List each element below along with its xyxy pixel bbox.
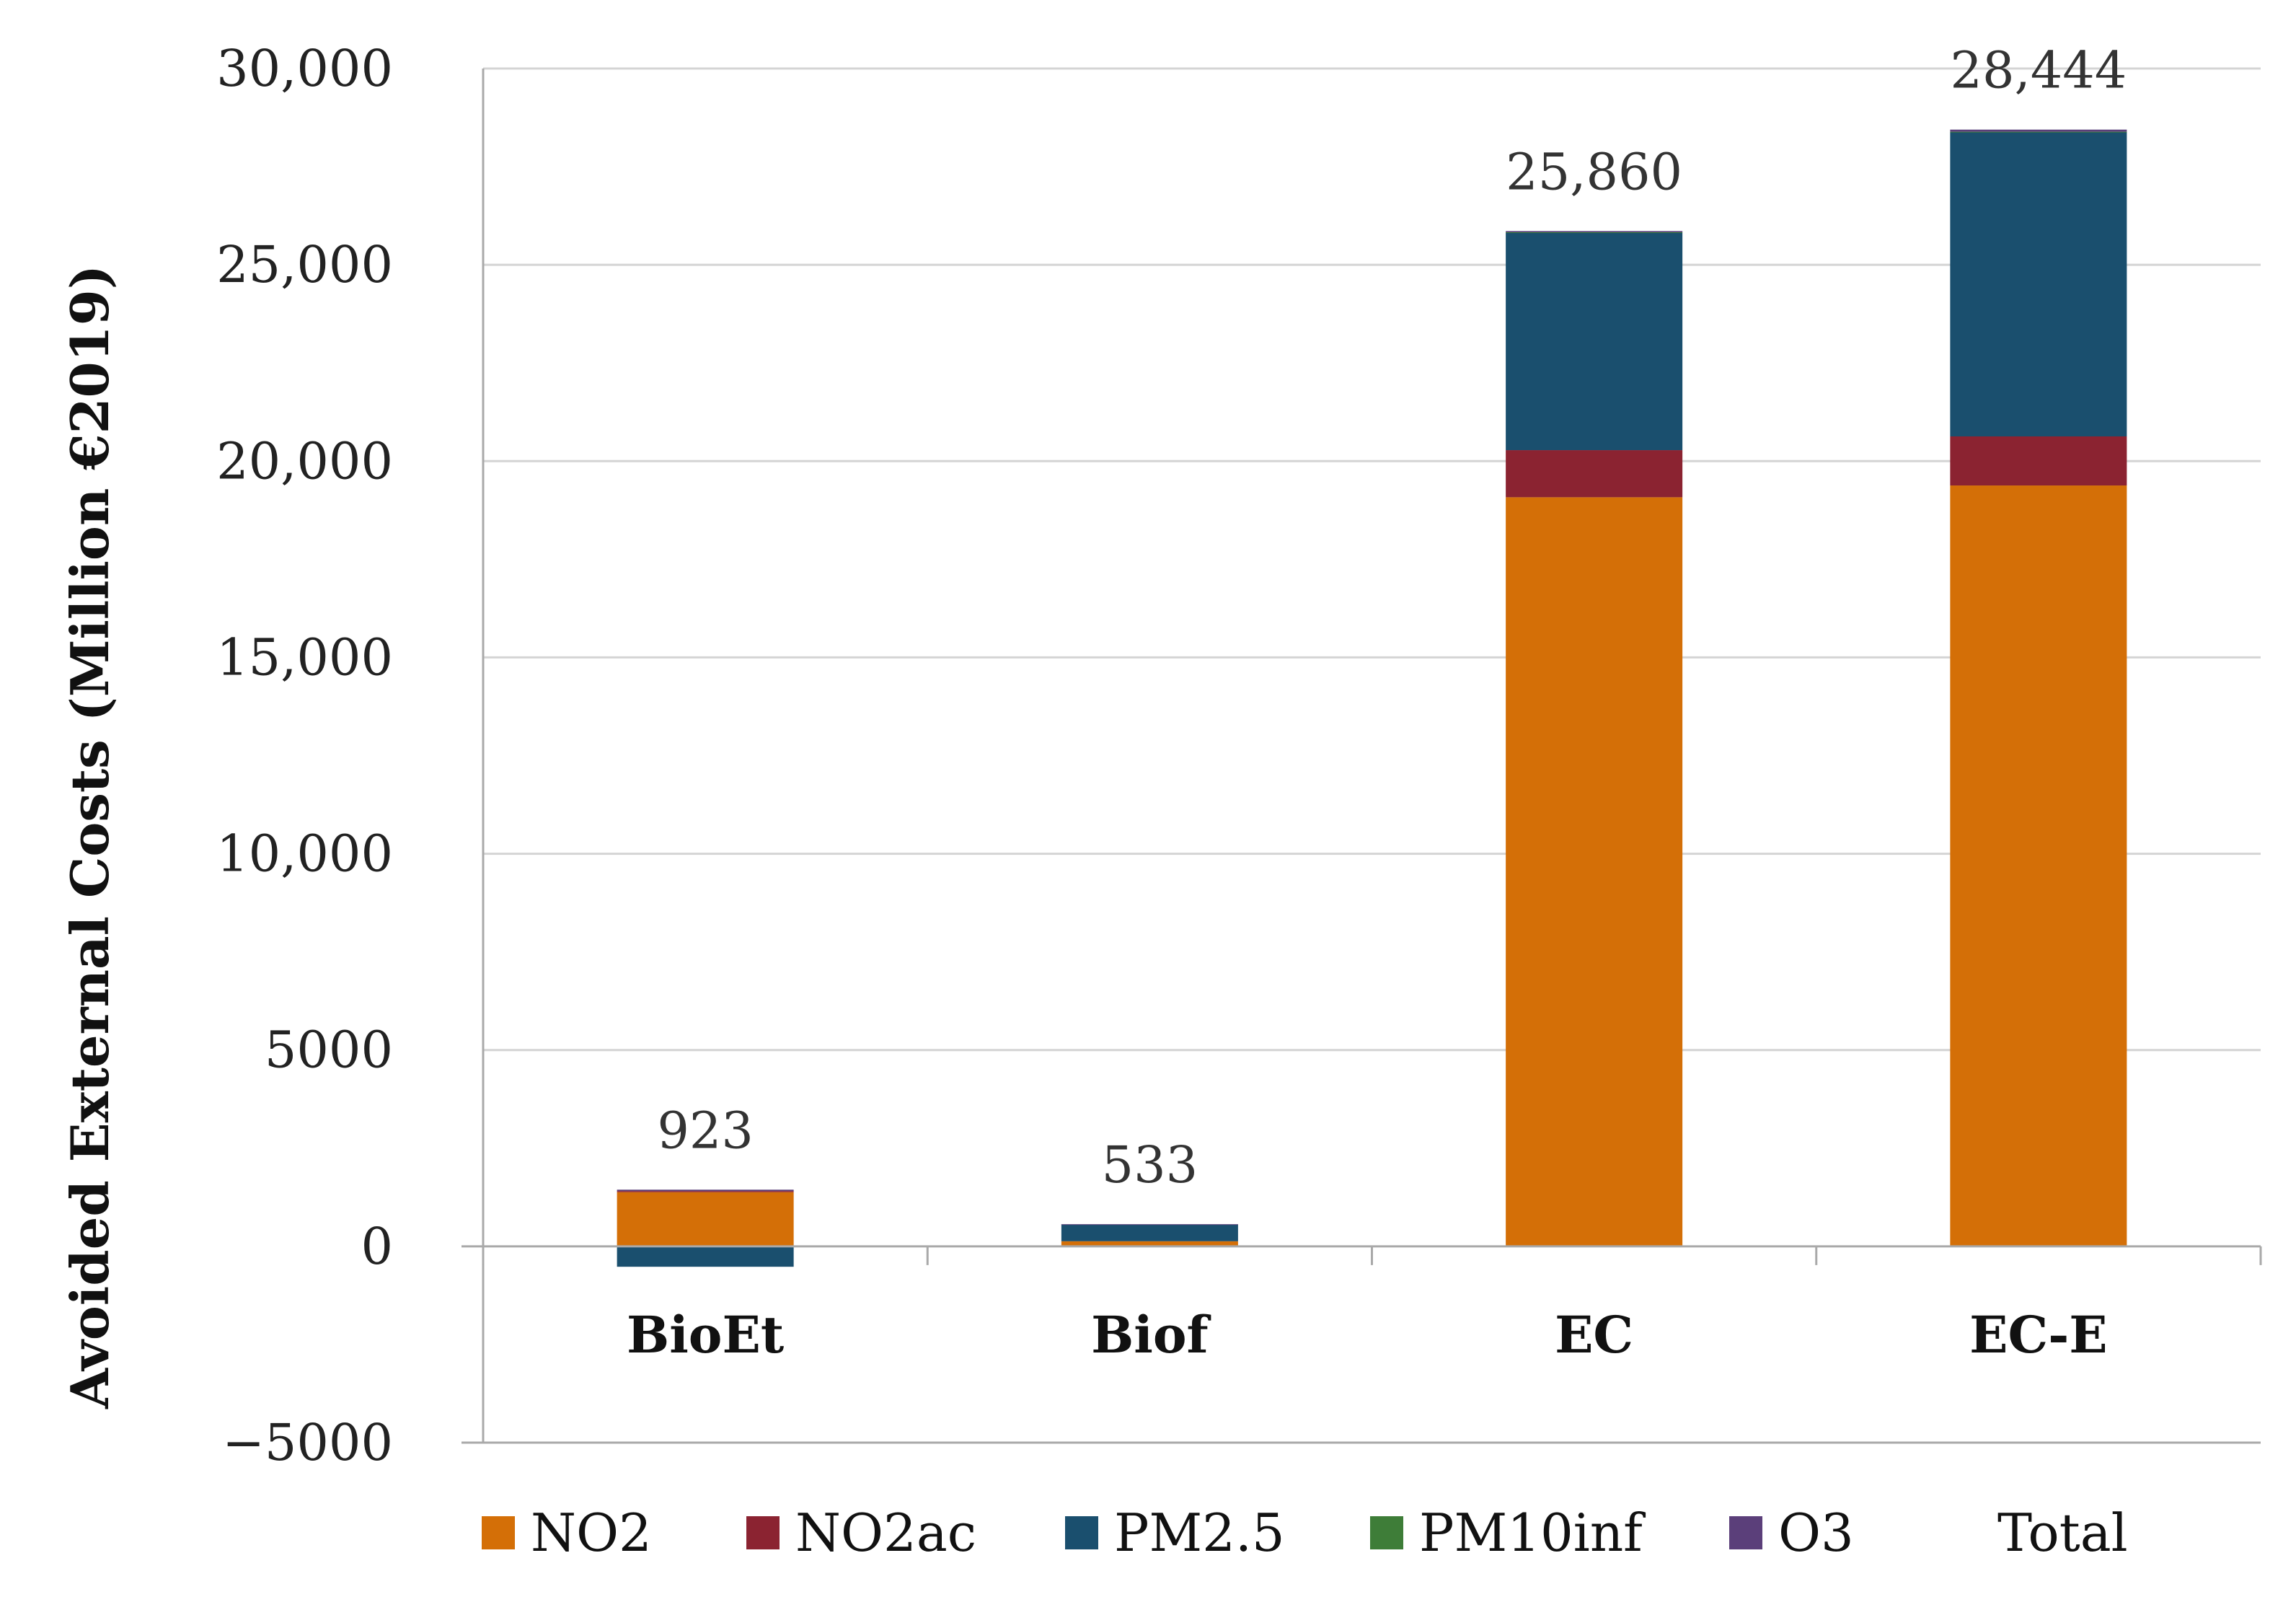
bar-segment-no2-bioet — [617, 1192, 794, 1246]
bars — [617, 129, 2127, 1267]
y-tick-label: −5000 — [222, 1413, 393, 1472]
bar-segment-no2ac-ec-e — [1950, 436, 2127, 486]
bar-segment-o3-ec — [1506, 231, 1683, 232]
legend-swatch-no2ac — [746, 1516, 780, 1549]
legend-swatch-o3 — [1729, 1516, 1762, 1549]
legend-swatch-pm10inf — [1370, 1516, 1403, 1549]
x-category-label: EC — [1555, 1305, 1633, 1365]
x-category-label: EC-E — [1969, 1305, 2107, 1365]
y-tick-label: 0 — [361, 1217, 393, 1276]
legend: NO2 NO2ac PM2.5 PM10inf O3 Total — [482, 1503, 2128, 1563]
legend-label: PM10inf — [1419, 1503, 1646, 1563]
legend-swatch-no2 — [482, 1516, 515, 1549]
bar-segment-pm10inf-ec — [1506, 232, 1683, 233]
bar-segment-pm10inf-ec-e — [1950, 131, 2127, 133]
bar-segment-o3-bioet — [617, 1189, 794, 1192]
y-axis-title: Avoided External Costs (Million €2019) — [59, 265, 120, 1409]
legend-label: PM2.5 — [1114, 1503, 1285, 1563]
total-label: 25,860 — [1506, 142, 1682, 201]
legend-label: NO2ac — [795, 1503, 976, 1563]
total-label: 533 — [1102, 1135, 1198, 1195]
y-tick-label: 10,000 — [216, 824, 393, 884]
legend-label: O3 — [1778, 1503, 1854, 1563]
bar-segment-o3-biof — [1061, 1224, 1238, 1226]
bar-segment-no2-biof — [1061, 1241, 1238, 1246]
x-axis-category-labels: BioEt Biof EC EC-E — [627, 1305, 2108, 1365]
total-label: 28,444 — [1950, 41, 2127, 100]
y-tick-label: 30,000 — [216, 39, 393, 98]
legend-label-total: Total — [1997, 1503, 2128, 1563]
bar-segment-no2ac-bioet — [617, 1191, 794, 1192]
bar-segment-pm25-ec-e — [1950, 132, 2127, 436]
axes — [462, 69, 2262, 1444]
y-tick-label: 25,000 — [216, 235, 393, 294]
bar-segment-pm25-biof — [1061, 1224, 1238, 1241]
total-label: 923 — [657, 1101, 754, 1160]
total-labels: 923 533 25,860 28,444 — [657, 41, 2127, 1195]
x-category-label: Biof — [1091, 1305, 1211, 1365]
legend-swatch-pm25 — [1065, 1516, 1098, 1549]
bar-segment-pm25-bioet — [617, 1246, 794, 1267]
y-tick-label: 5000 — [265, 1021, 393, 1080]
y-tick-label: 20,000 — [216, 431, 393, 490]
bar-segment-pm25-ec — [1506, 232, 1683, 451]
bar-segment-no2ac-ec — [1506, 450, 1683, 498]
bar-segment-no2-ec — [1506, 497, 1683, 1246]
bar-segment-no2-ec-e — [1950, 485, 2127, 1246]
bar-segment-o3-ec-e — [1950, 129, 2127, 132]
x-category-label: BioEt — [627, 1305, 784, 1365]
legend-label: NO2 — [531, 1503, 652, 1563]
y-tick-label: 15,000 — [216, 628, 393, 687]
y-axis-tick-labels: −5000 0 5000 10,000 15,000 20,000 25,000 30,000 — [216, 39, 393, 1472]
